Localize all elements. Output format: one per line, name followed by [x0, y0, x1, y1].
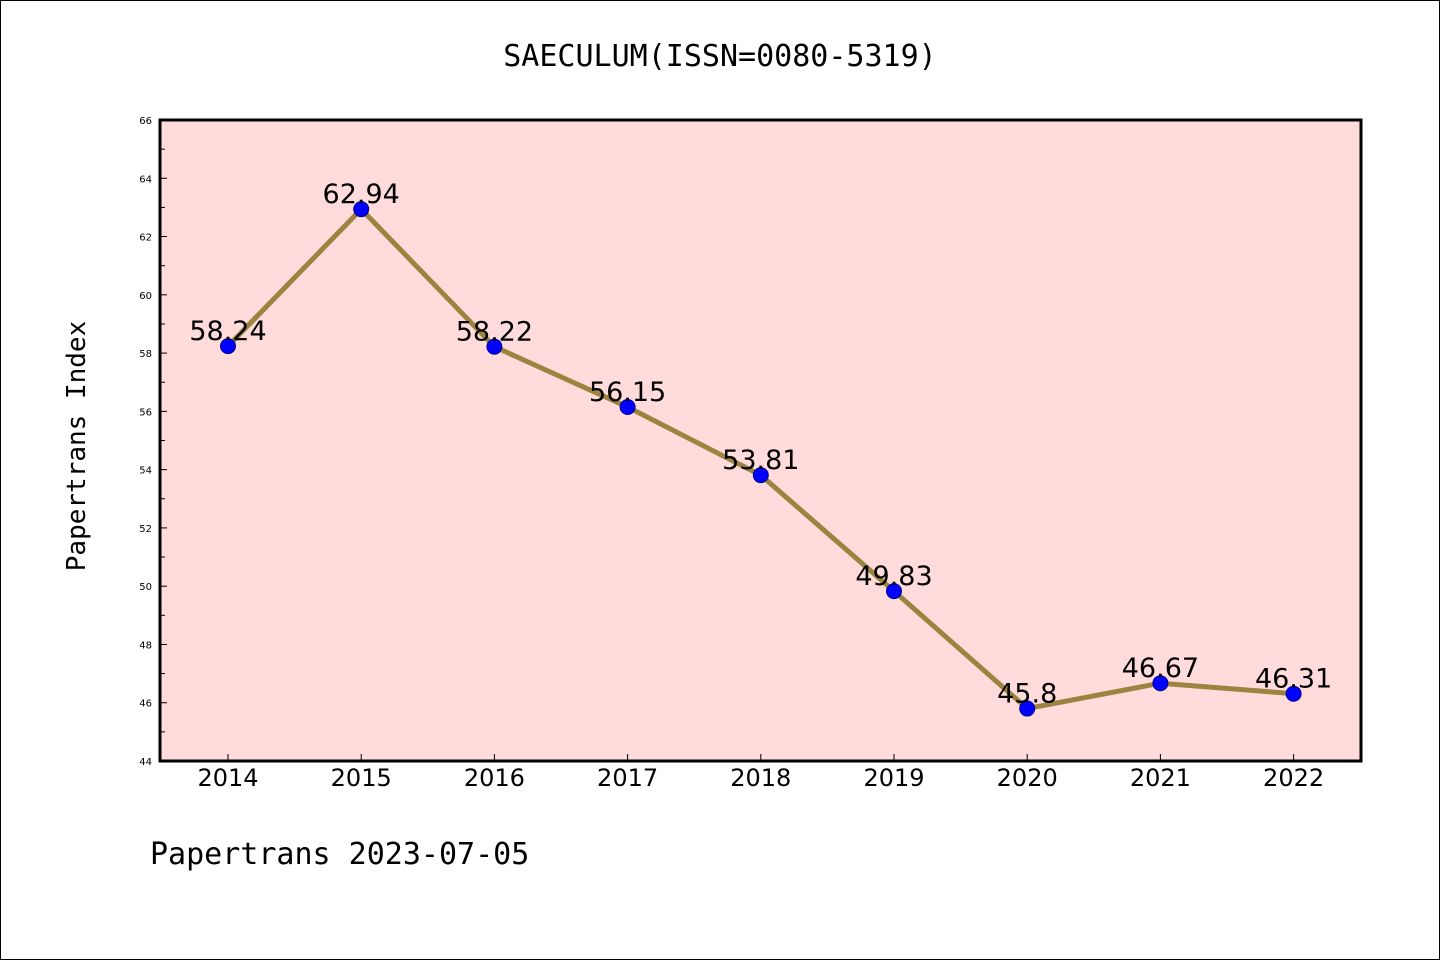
y-tick-label: 52: [139, 524, 152, 535]
x-tick-label: 2015: [331, 764, 392, 792]
data-point-2022: [1285, 685, 1302, 702]
y-tick-label: 64: [139, 174, 152, 185]
y-tick-label: 48: [139, 640, 152, 651]
y-axis-label: Papertrans Index: [62, 321, 92, 571]
y-axis: 44 46 48 50 52 54 56 58 60 62 64 66: [139, 116, 167, 768]
y-tick-label: 46: [139, 699, 152, 710]
y-tick-label: 62: [139, 233, 152, 244]
x-tick-label: 2017: [597, 764, 658, 792]
x-tick-label: 2016: [464, 764, 525, 792]
data-label-2019: 49.83: [855, 561, 932, 592]
data-label-2016: 58.22: [456, 317, 533, 348]
x-tick-label: 2020: [997, 764, 1058, 792]
chart-title: SAECULUM(ISSN=0080-5319): [503, 39, 936, 74]
data-point-2021: [1152, 675, 1169, 692]
data-point-2020: [1019, 700, 1036, 717]
footer-text: Papertrans 2023-07-05: [150, 837, 529, 872]
data-point-2014: [220, 338, 236, 355]
data-label-2018: 53.81: [722, 445, 799, 476]
y-tick-label: 58: [139, 349, 152, 360]
data-label-2021: 46.67: [1122, 653, 1199, 684]
data-label-2014: 58.24: [189, 316, 266, 347]
y-tick-label: 50: [139, 582, 152, 593]
data-point-2017: [619, 398, 636, 415]
data-label-2015: 62.94: [323, 179, 400, 210]
data-points: [220, 201, 1302, 717]
x-tick-label: 2022: [1263, 764, 1324, 792]
y-tick-label: 60: [139, 291, 152, 302]
y-tick-label: 56: [139, 407, 152, 418]
data-point-2015: [353, 201, 370, 218]
x-tick-label: 2014: [197, 764, 258, 792]
plot-area: [158, 118, 1363, 763]
data-point-2016: [486, 338, 503, 355]
x-tick-label: 2019: [863, 764, 924, 792]
y-tick-label: 66: [139, 116, 152, 127]
data-label-2020: 45.8: [997, 679, 1057, 710]
data-label-2022: 46.31: [1255, 664, 1332, 695]
data-label-2017: 56.15: [589, 377, 666, 408]
data-labels: 58.24 62.94 58.22 56.15 53.81 49.83 45.8 46.67 4…: [189, 179, 1332, 709]
x-tick-label: 2021: [1130, 764, 1191, 792]
data-point-2019: [886, 583, 902, 600]
x-axis: 2014 2015 2016 2017 2018 2019 2020 2021 2022: [197, 754, 1324, 792]
data-point-2018: [752, 467, 769, 484]
y-tick-label: 44: [139, 757, 152, 768]
y-tick-label: 54: [139, 466, 152, 477]
x-tick-label: 2018: [730, 764, 791, 792]
